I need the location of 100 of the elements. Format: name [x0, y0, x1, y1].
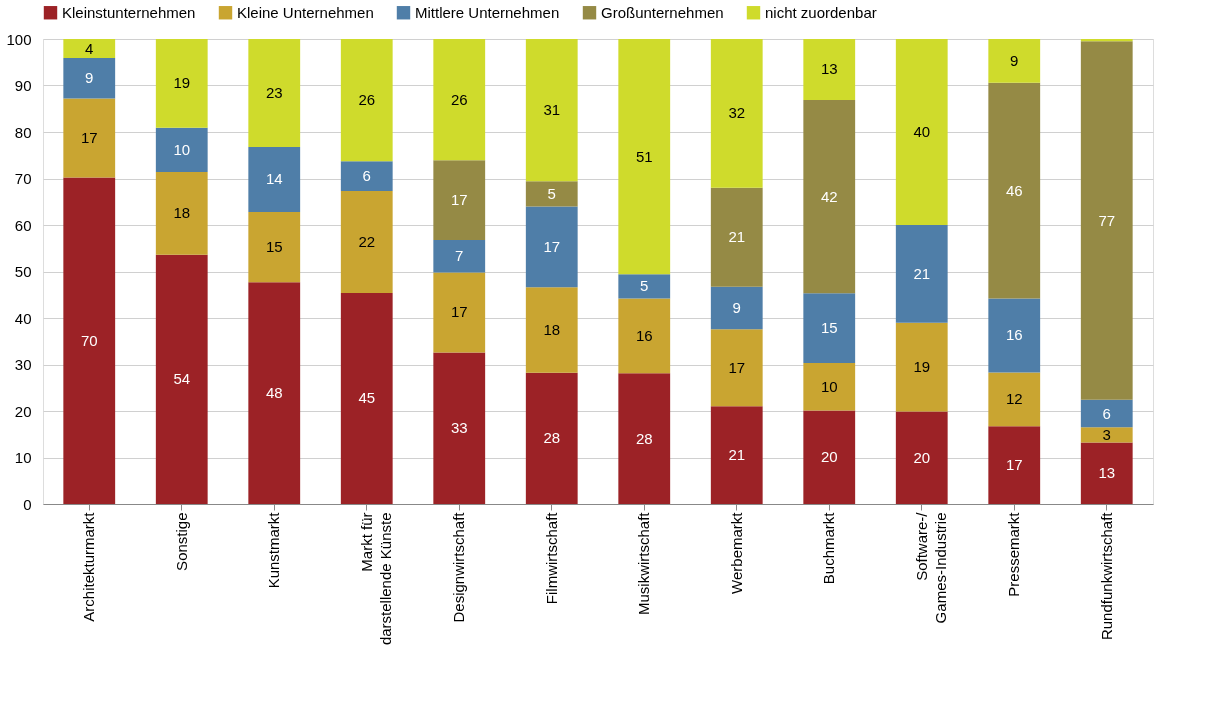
data-label: 5 — [547, 184, 556, 202]
bar — [803, 39, 856, 100]
data-label: 18 — [173, 204, 191, 222]
data-label: 17 — [728, 358, 746, 376]
data-label: 26 — [450, 90, 468, 108]
y-tick-label: 80 — [14, 123, 32, 141]
bar — [63, 39, 116, 59]
data-label: 42 — [820, 187, 838, 205]
x-tick-label: Pressemarkt — [1005, 511, 1023, 597]
bar — [155, 39, 208, 128]
legend-label: Kleinstunternehmen — [62, 3, 196, 21]
x-tick-label: Rundfunkwirtschaft — [1097, 511, 1115, 641]
data-label: 15 — [265, 238, 283, 256]
bar — [340, 161, 393, 192]
y-tick-label: 30 — [14, 356, 32, 373]
data-label: 9 — [1010, 51, 1019, 69]
bar — [63, 98, 116, 178]
x-tick-label: Buchmarkt — [820, 511, 838, 585]
bar — [433, 272, 486, 353]
data-label: 7 — [455, 247, 464, 265]
data-label: 77 — [1098, 211, 1116, 229]
data-label: 21 — [728, 228, 746, 246]
bar — [1080, 442, 1133, 504]
x-tick-label: Software-/ Games-Industrie — [912, 511, 949, 624]
bar — [710, 286, 763, 330]
bar — [248, 211, 301, 283]
data-label: 20 — [820, 448, 838, 466]
data-label: 3 — [1102, 425, 1111, 443]
data-label: 22 — [358, 232, 376, 250]
data-label: 70 — [80, 331, 98, 349]
bar — [525, 287, 578, 373]
data-label: 6 — [362, 167, 371, 185]
legend-label: Kleine Unternehmen — [237, 3, 374, 21]
bar — [525, 181, 578, 207]
data-label: 21 — [913, 264, 931, 282]
bar — [1080, 427, 1133, 443]
x-tick-label: Filmwirtschaft — [542, 511, 560, 605]
data-label: 45 — [358, 389, 376, 407]
bar — [988, 82, 1041, 299]
data-label: 21 — [728, 446, 746, 464]
data-label: 13 — [820, 60, 838, 78]
bar — [710, 39, 763, 188]
data-label: 17 — [1005, 456, 1023, 474]
bar — [63, 58, 116, 99]
data-label: 13 — [1098, 464, 1116, 482]
y-tick-label: 10 — [14, 449, 32, 466]
y-tick-label: 20 — [14, 402, 32, 420]
data-label: 9 — [85, 69, 94, 87]
legend-label: Mittlere Unternehmen — [415, 3, 560, 21]
bar — [248, 282, 301, 504]
y-tick-label: 100 — [6, 30, 32, 48]
data-label: 5 — [640, 277, 649, 295]
data-label: 31 — [543, 101, 561, 119]
bar — [340, 39, 393, 162]
y-tick-label: 60 — [14, 216, 32, 234]
bar — [618, 298, 671, 374]
bar — [710, 329, 763, 407]
bar — [988, 298, 1041, 373]
data-label: 16 — [1005, 326, 1023, 344]
x-tick-label: Sonstige — [172, 512, 190, 571]
data-label: 54 — [173, 370, 191, 388]
bar — [433, 39, 486, 161]
bar — [525, 372, 578, 504]
bar — [988, 426, 1041, 504]
y-tick-label: 0 — [23, 495, 32, 513]
data-label: 17 — [450, 191, 468, 209]
data-label: 9 — [732, 299, 741, 316]
bar — [895, 411, 948, 504]
data-label: 26 — [358, 91, 376, 109]
bar — [433, 239, 486, 273]
y-tick-label: 70 — [14, 170, 32, 187]
bar — [525, 39, 578, 182]
bar — [895, 322, 948, 412]
x-tick-label: Kunstmarkt — [265, 511, 283, 589]
bar — [803, 363, 856, 411]
data-label: 17 — [543, 237, 561, 255]
data-label: 18 — [543, 321, 561, 339]
data-label: 19 — [913, 358, 931, 376]
data-label: 15 — [820, 319, 838, 337]
bar — [340, 191, 393, 293]
y-tick-label: 40 — [14, 309, 32, 327]
data-label: 6 — [1102, 404, 1111, 422]
bar — [433, 352, 486, 504]
data-label: 48 — [265, 384, 283, 402]
data-label: 33 — [450, 419, 468, 437]
bar — [710, 406, 763, 504]
data-label: 17 — [80, 129, 98, 147]
bar — [803, 410, 856, 504]
bar — [248, 146, 301, 212]
bar — [433, 160, 486, 240]
data-label: 20 — [913, 448, 931, 466]
bar — [618, 274, 671, 299]
bar — [895, 225, 948, 323]
data-label: 28 — [635, 429, 653, 447]
bar — [803, 293, 856, 364]
data-label: 40 — [913, 123, 931, 140]
data-label: 4 — [85, 39, 94, 57]
bar — [618, 373, 671, 504]
bar — [988, 39, 1041, 83]
legend-label: nicht zuordenbar — [765, 3, 877, 21]
